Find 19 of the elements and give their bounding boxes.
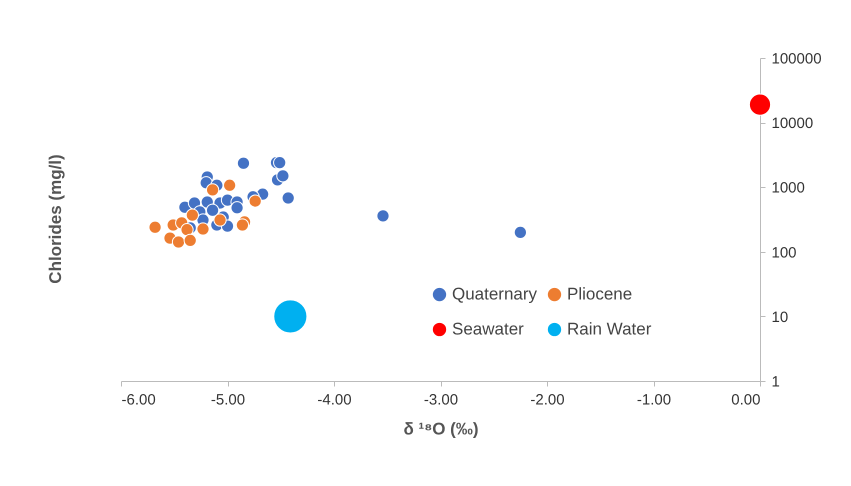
x-tick-label: -5.00 <box>210 392 246 408</box>
x-tick-label: -1.00 <box>636 392 672 408</box>
legend-label: Rain Water <box>567 320 652 338</box>
x-tick-label: 0.00 <box>731 392 760 408</box>
y-tick-label: 10 <box>772 308 788 326</box>
x-tick-label: -3.00 <box>424 392 458 408</box>
y-tick-label: 10000 <box>772 115 814 132</box>
y-tick-label: 100 <box>772 244 797 262</box>
x-tick-label: -2.00 <box>530 392 565 408</box>
y-axis-title: Chlorides (mg/l) <box>46 154 65 284</box>
y-tick-label: 1 <box>772 374 780 390</box>
x-tick-label: -4.00 <box>317 392 352 408</box>
legend-label: Quaternary <box>452 284 538 304</box>
x-axis-title: δ ¹⁸O (‰) <box>404 420 478 438</box>
legend-label: Seawater <box>452 320 524 338</box>
legend-label: Pliocene <box>567 284 632 304</box>
y-tick-label: 1000 <box>772 180 805 197</box>
y-tick-label: 100000 <box>772 50 822 68</box>
x-tick-label: -6.00 <box>122 392 156 408</box>
